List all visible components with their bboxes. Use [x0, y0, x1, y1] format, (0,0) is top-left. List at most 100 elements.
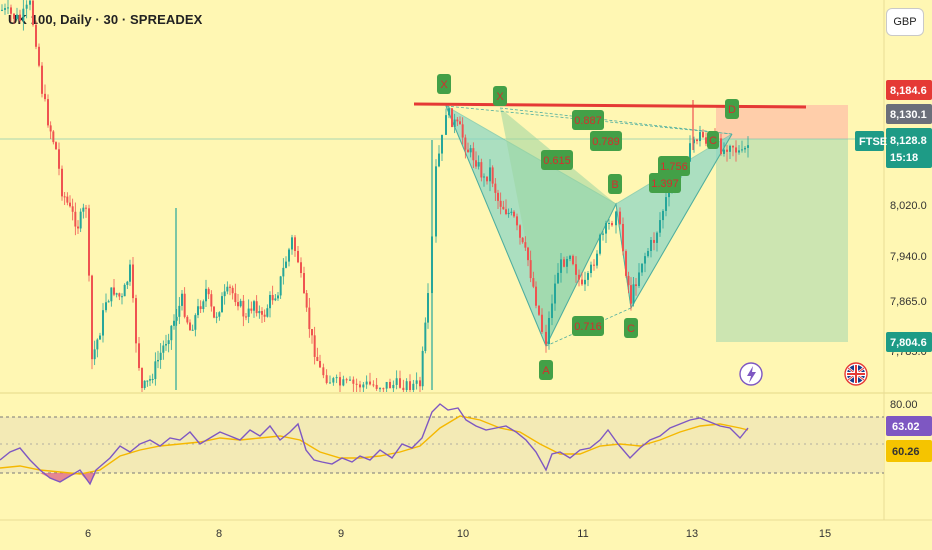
candle-body — [121, 296, 123, 298]
pattern-label-c-text: C — [627, 323, 635, 335]
candle-body — [35, 24, 37, 47]
price-tick-7940: 7,940.0 — [890, 251, 927, 263]
candle-body — [38, 46, 40, 66]
time-tick-13: 13 — [686, 528, 698, 540]
candle-body — [277, 295, 279, 299]
candle-body — [453, 119, 456, 127]
candle-body — [459, 121, 461, 125]
uk-flag-icon[interactable] — [844, 362, 868, 386]
candle-body — [319, 360, 321, 368]
rsi-band — [0, 417, 884, 473]
pattern-bd-line — [499, 107, 733, 135]
candle-body — [575, 264, 577, 275]
candle-body — [339, 377, 341, 386]
price-tag-last: 8,128.8 15:18 — [886, 128, 932, 168]
candle-body — [702, 132, 704, 138]
candle-body — [186, 316, 189, 323]
candle-body — [510, 211, 513, 213]
candle-body — [608, 222, 610, 224]
candle-body — [170, 325, 173, 341]
candle-body — [647, 250, 649, 257]
candle-body — [653, 239, 655, 243]
candle-body — [218, 312, 221, 317]
candle-body — [345, 379, 348, 381]
pattern-label-d-text: D — [728, 104, 736, 116]
candle-body — [659, 220, 661, 233]
candle-body — [71, 206, 74, 212]
pattern-label-x-text: X — [440, 79, 448, 91]
ratio-label-1756: 1.756 — [658, 156, 690, 176]
svg-text:60.26: 60.26 — [892, 446, 920, 458]
ratio-label-0789: 0.789 — [590, 131, 622, 151]
candle-body — [644, 256, 646, 264]
pattern-outline — [445, 105, 733, 348]
candle-body — [263, 314, 266, 317]
candle-body — [689, 143, 691, 162]
candle-body — [261, 311, 263, 315]
candle-body — [747, 145, 749, 148]
candle-body — [412, 383, 415, 390]
candle-body — [705, 137, 707, 144]
candle-body — [622, 223, 624, 252]
candle-body — [74, 211, 77, 227]
pattern-label-b2: X — [493, 86, 507, 106]
candle-body — [392, 384, 395, 389]
candle-body — [625, 251, 627, 276]
candle-body — [55, 142, 57, 150]
candle-body — [129, 264, 131, 282]
candle-body — [483, 176, 485, 178]
candle-body — [266, 308, 269, 317]
lightning-icon[interactable] — [739, 362, 763, 386]
candle-body — [513, 211, 515, 217]
candle-body — [107, 301, 110, 303]
pattern-ab-wedge — [500, 108, 616, 346]
candle-body — [605, 223, 607, 234]
candle-body — [427, 293, 429, 323]
candle-body — [63, 196, 66, 198]
candle-body — [532, 278, 535, 287]
candle-body — [77, 226, 79, 229]
pattern-label-d: D — [725, 99, 739, 119]
candle-body — [738, 150, 740, 153]
pattern-label-c: C — [624, 318, 638, 338]
candle-body — [505, 209, 507, 215]
candle-body — [189, 322, 191, 331]
candle-body — [519, 225, 521, 238]
candle-body — [527, 247, 529, 261]
ratio-label-1397: 1.397 — [649, 173, 681, 193]
candle-body — [226, 286, 229, 292]
candle-body — [593, 264, 595, 266]
candle-body — [615, 211, 617, 226]
candle-body — [123, 284, 126, 297]
candle-body — [1, 9, 3, 11]
candle-body — [47, 99, 49, 126]
candle-body — [29, 0, 31, 5]
candle-body — [635, 284, 637, 287]
svg-text:7,804.6: 7,804.6 — [890, 337, 927, 349]
candle-body — [538, 305, 540, 315]
candle-body — [491, 167, 494, 184]
candle-body — [477, 162, 480, 167]
currency-button[interactable]: GBP — [886, 8, 924, 36]
pattern-label-b2-text: X — [496, 91, 504, 103]
time-tick-15: 15 — [819, 528, 831, 540]
ratio-label-0887: 0.887 — [572, 110, 604, 130]
candle-body — [563, 259, 565, 267]
candle-body — [342, 379, 345, 386]
svg-text:FTSE: FTSE — [859, 136, 887, 148]
candle-body — [379, 388, 381, 390]
candle-body — [435, 166, 437, 237]
candle-body — [668, 189, 670, 198]
candle-body — [151, 379, 154, 381]
candle-body — [349, 379, 351, 381]
candle-body — [352, 379, 355, 384]
candle-body — [502, 206, 505, 210]
candle-body — [149, 379, 151, 381]
candle-body — [545, 331, 547, 345]
candle-body — [744, 147, 746, 150]
candle-body — [311, 329, 313, 336]
candle-body — [551, 303, 553, 318]
time-tick-10: 10 — [457, 528, 469, 540]
candle-body — [300, 262, 302, 274]
